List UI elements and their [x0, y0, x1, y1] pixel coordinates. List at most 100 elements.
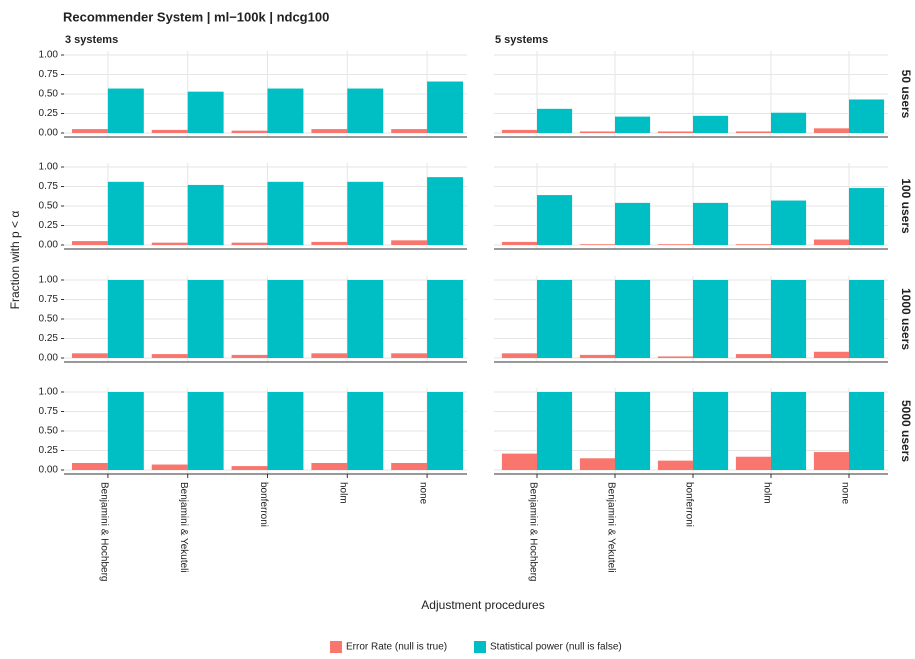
- x-tick-label: Benjamini & Hochberg: [527, 482, 538, 582]
- bar: [187, 184, 224, 245]
- y-tick-label: 0.75: [39, 406, 59, 417]
- y-tick-label: 1.00: [39, 50, 59, 61]
- bar: [231, 354, 268, 358]
- bar: [735, 244, 771, 245]
- bar: [615, 392, 651, 470]
- bar: [849, 392, 885, 470]
- y-tick-label: 0.00: [39, 240, 59, 251]
- bar: [391, 462, 428, 470]
- y-axis-label: Fraction with p < α: [8, 211, 22, 310]
- bar: [771, 392, 807, 470]
- bar: [151, 129, 188, 133]
- bar: [107, 181, 144, 245]
- bar: [579, 458, 615, 470]
- bar: [347, 88, 384, 133]
- bar: [71, 353, 108, 358]
- y-tick-label: 0.25: [39, 108, 59, 119]
- facet-row-label: 100 users: [899, 178, 913, 234]
- bar: [693, 280, 729, 358]
- facet-col-label: 5 systems: [495, 34, 548, 46]
- bar: [391, 129, 428, 133]
- bar: [107, 280, 144, 358]
- bar: [537, 392, 573, 470]
- bar: [771, 200, 807, 245]
- bar: [813, 351, 849, 358]
- y-tick-label: 1.00: [39, 162, 59, 173]
- bar: [537, 108, 573, 133]
- bar: [693, 115, 729, 133]
- bar: [735, 131, 771, 133]
- y-tick-label: 0.50: [39, 426, 59, 437]
- facet-col-label: 3 systems: [65, 34, 118, 46]
- bar: [311, 462, 348, 470]
- legend-label: Error Rate (null is true): [346, 642, 447, 653]
- bar: [151, 464, 188, 470]
- x-tick-label: holm: [338, 482, 349, 504]
- y-tick-label: 0.75: [39, 294, 59, 305]
- bar: [231, 130, 268, 133]
- bar: [501, 453, 537, 470]
- chart-title: Recommender System | ml−100k | ndcg100: [63, 9, 329, 24]
- facet-row-label: 5000 users: [899, 400, 913, 462]
- bar: [71, 129, 108, 133]
- bar: [267, 88, 304, 133]
- bar: [849, 188, 885, 245]
- y-tick-label: 0.00: [39, 128, 59, 139]
- facet-row-label: 50 users: [899, 70, 913, 119]
- bar: [187, 91, 224, 133]
- bar: [107, 392, 144, 470]
- bar: [813, 128, 849, 133]
- bar: [771, 112, 807, 133]
- bar: [391, 240, 428, 245]
- y-tick-label: 0.25: [39, 445, 59, 456]
- y-tick-label: 0.00: [39, 465, 59, 476]
- bar: [71, 241, 108, 245]
- bar: [267, 280, 304, 358]
- y-tick-label: 0.75: [39, 181, 59, 192]
- y-tick-label: 0.25: [39, 220, 59, 231]
- bar: [657, 460, 693, 470]
- x-tick-label: none: [417, 482, 428, 505]
- bar: [735, 354, 771, 358]
- legend-label: Statistical power (null is false): [490, 642, 622, 653]
- y-tick-label: 1.00: [39, 275, 59, 286]
- bar: [615, 202, 651, 245]
- bar: [267, 392, 304, 470]
- bar: [427, 177, 464, 245]
- bar: [347, 392, 384, 470]
- legend-swatch: [474, 641, 486, 653]
- bar: [311, 353, 348, 358]
- bar: [693, 392, 729, 470]
- x-axis-label: Adjustment procedures: [421, 598, 544, 612]
- bar: [427, 81, 464, 133]
- y-tick-label: 0.50: [39, 314, 59, 325]
- x-tick-label: Benjamini & Yekuteli: [605, 482, 616, 573]
- bar: [813, 452, 849, 470]
- bar: [537, 280, 573, 358]
- y-tick-label: 0.00: [39, 353, 59, 364]
- facet-row-label: 1000 users: [899, 288, 913, 350]
- bar: [849, 99, 885, 133]
- x-tick-label: holm: [761, 482, 772, 504]
- bar: [231, 466, 268, 470]
- x-tick-label: Benjamini & Hochberg: [98, 482, 109, 582]
- bar: [615, 116, 651, 133]
- bar: [735, 456, 771, 470]
- bar: [311, 129, 348, 133]
- bar: [267, 181, 304, 245]
- bar: [849, 280, 885, 358]
- y-tick-label: 0.50: [39, 89, 59, 100]
- bar: [107, 88, 144, 133]
- bar: [347, 280, 384, 358]
- y-tick-label: 1.00: [39, 387, 59, 398]
- bar: [579, 131, 615, 133]
- bar: [693, 202, 729, 245]
- bar: [231, 242, 268, 245]
- y-tick-label: 0.50: [39, 201, 59, 212]
- bar: [501, 241, 537, 245]
- x-tick-label: Benjamini & Yekuteli: [178, 482, 189, 573]
- bar: [501, 353, 537, 358]
- y-tick-label: 0.75: [39, 69, 59, 80]
- bar: [187, 392, 224, 470]
